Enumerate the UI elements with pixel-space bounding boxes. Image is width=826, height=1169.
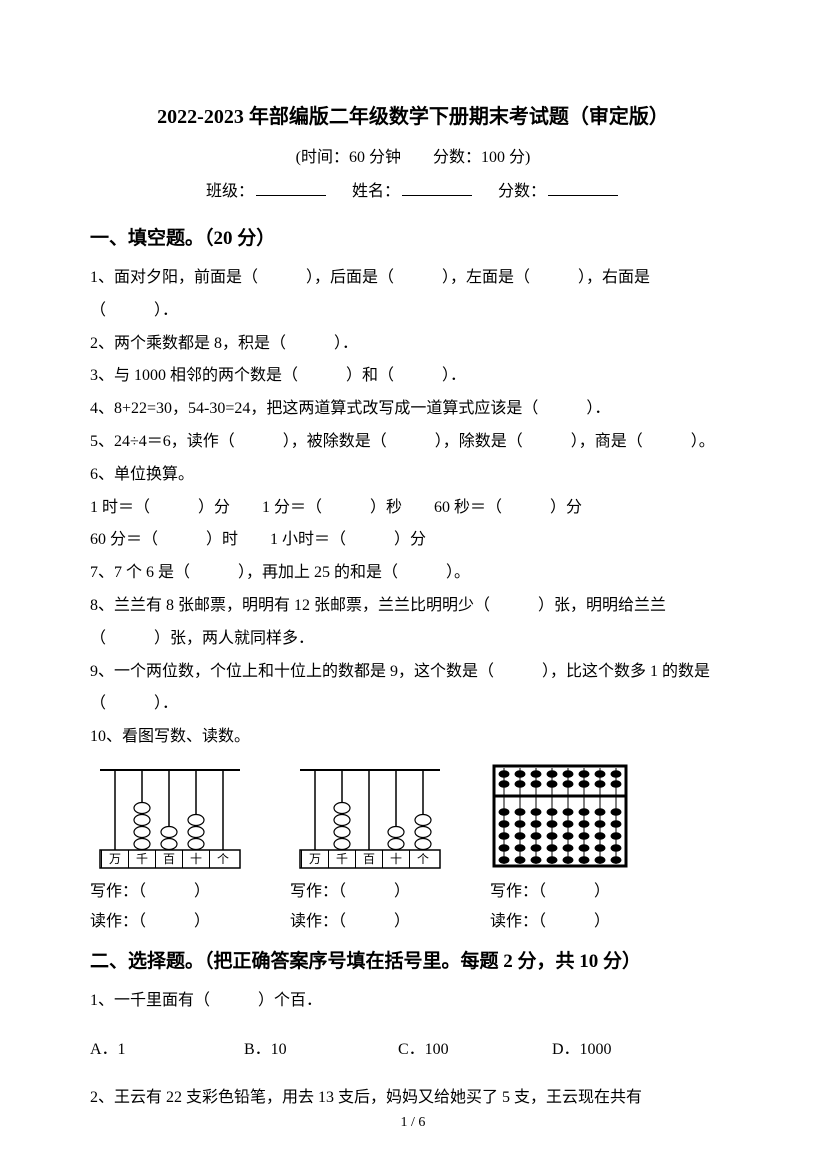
q6a: 1 时＝（ ）分 1 分＝（ ）秒 60 秒＝（ ）分: [90, 492, 736, 525]
q5: 5、24÷4＝6，读作（ ），被除数是（ ），除数是（ ），商是（ ）。: [90, 426, 736, 459]
abacus-1-write: 写作：（ ）: [90, 877, 260, 907]
abacus-2-write: 写作：（ ）: [290, 877, 460, 907]
abacus-1-read: 读作：（ ）: [90, 907, 260, 937]
abacus-row: 万千百十个 写作：（ ） 读作：（ ） 万千百十个 写作：（ ） 读作：（ ） …: [90, 762, 736, 938]
abacus-2: 万 千 百 十 个 写作：（ ） 读作：（ ）: [290, 762, 460, 938]
q6b: 60 分＝（ ）时 1 小时＝（ ）分: [90, 524, 736, 557]
q9: 9、一个两位数，个位上和十位上的数都是 9，这个数是（ ），比这个数多 1 的数…: [90, 656, 736, 722]
page: 2022-2023 年部编版二年级数学下册期末考试题（审定版） (时间：60 分…: [0, 0, 826, 1169]
info-line: 班级： 姓名： 分数：: [90, 177, 736, 201]
q6-heading: 6、单位换算。: [90, 459, 736, 492]
name-blank[interactable]: [402, 178, 472, 196]
svg-text:十: 十: [390, 852, 402, 866]
s2q1-choices: A．1 B．10 C．100 D．1000: [90, 1034, 736, 1066]
name-label: 姓名：: [352, 183, 400, 200]
section1-heading: 一、填空题。（20 分）: [90, 223, 736, 250]
q1: 1、面对夕阳，前面是（ ），后面是（ ），左面是（ ），右面是（ ）．: [90, 262, 736, 328]
svg-text:万: 万: [309, 852, 321, 866]
s2q1: 1、一千里面有（ ）个百．: [90, 985, 736, 1018]
exam-title: 2022-2023 年部编版二年级数学下册期末考试题（审定版）: [90, 100, 736, 129]
s2q2: 2、王云有 22 支彩色铅笔，用去 13 支后，妈妈又给她买了 5 支，王云现在…: [90, 1082, 736, 1115]
abacus-2-svg: 万千百十个: [290, 762, 450, 872]
svg-text:万: 万: [109, 852, 121, 866]
q7: 7、7 个 6 是（ ），再加上 25 的和是（ ）。: [90, 557, 736, 590]
svg-text:个: 个: [217, 852, 229, 866]
class-blank[interactable]: [256, 178, 326, 196]
s2q1-D: D．1000: [552, 1034, 702, 1066]
q3: 3、与 1000 相邻的两个数是（ ）和（ ）．: [90, 360, 736, 393]
svg-text:个: 个: [417, 852, 429, 866]
q2: 2、两个乘数都是 8，积是（ ）．: [90, 328, 736, 361]
page-number: 1 / 6: [0, 1115, 826, 1131]
suanpan: 写作：（ ） 读作：（ ）: [490, 762, 640, 938]
section2-heading: 二、选择题。（把正确答案序号填在括号里。每题 2 分，共 10 分）: [90, 946, 736, 973]
abacus-2-read: 读作：（ ）: [290, 907, 460, 937]
q8: 8、兰兰有 8 张邮票，明明有 12 张邮票，兰兰比明明少（ ）张，明明给兰兰（…: [90, 590, 736, 656]
score-blank[interactable]: [548, 178, 618, 196]
abacus-1-svg: 万千百十个: [90, 762, 250, 872]
svg-text:百: 百: [163, 852, 175, 866]
suanpan-read: 读作：（ ）: [490, 907, 640, 937]
score-label: 分数：: [498, 183, 546, 200]
s2q1-C: C．100: [398, 1034, 548, 1066]
suanpan-write: 写作：（ ）: [490, 877, 640, 907]
q4: 4、8+22=30，54-30=24，把这两道算式改写成一道算式应该是（ ）．: [90, 393, 736, 426]
suanpan-svg: [490, 762, 630, 872]
svg-text:十: 十: [190, 852, 202, 866]
exam-subtitle: (时间：60 分钟 分数：100 分): [90, 143, 736, 167]
svg-text:千: 千: [336, 852, 348, 866]
s2q1-B: B．10: [244, 1034, 394, 1066]
s2q1-A: A．1: [90, 1034, 240, 1066]
svg-text:千: 千: [136, 852, 148, 866]
svg-text:百: 百: [363, 852, 375, 866]
abacus-1: 万 千 百 十 个 写作：（ ） 读作：（ ）: [90, 762, 260, 938]
q10-heading: 10、看图写数、读数。: [90, 721, 736, 754]
class-label: 班级：: [206, 183, 254, 200]
